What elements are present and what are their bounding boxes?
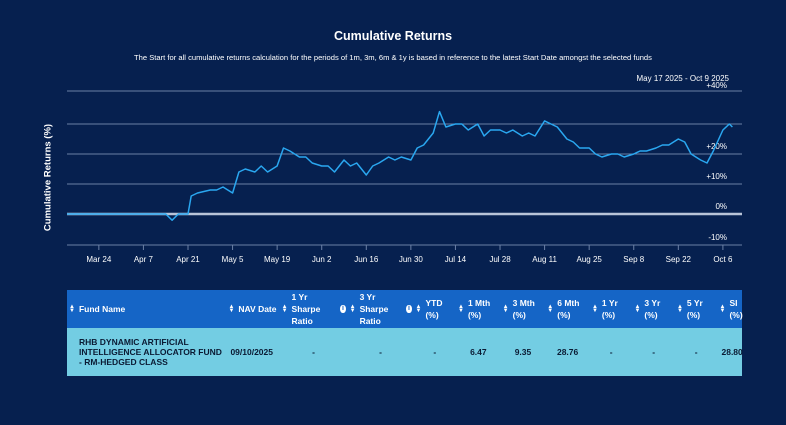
column-header[interactable]: ▲ ▼ SI (%) [717,290,743,328]
column-header[interactable]: ▲ ▼ 1 Mth (%) [456,290,501,328]
x-tick-label: Jun 2 [312,255,332,264]
column-header[interactable]: ▲ ▼ 6 Mth (%) [545,290,590,328]
5-year-cell: - [674,328,718,376]
column-header-label: 1 Yr (%) [601,298,618,320]
sort-icon[interactable]: ▲ ▼ [415,304,422,314]
ytd-cell: - [413,328,457,376]
column-header[interactable]: ▲ ▼ 3 Mth (%) [500,290,546,328]
info-icon[interactable]: i [406,305,412,313]
sort-icon[interactable]: ▲ ▼ [69,304,75,314]
column-header-label: 1 Mth (%) [467,298,491,320]
sort-icon[interactable]: ▲ ▼ [634,304,641,314]
column-header-label: 1 Yr Sharpe Ratio [291,292,321,326]
3-month-cell: 9.35 [500,328,546,376]
sort-icon[interactable]: ▲ ▼ [458,304,464,314]
1-month-cell: 6.47 [456,328,501,376]
column-header[interactable]: ▲ ▼ NAV Date [226,290,280,328]
column-header[interactable]: ▲ ▼ YTD (%) [413,290,457,328]
sort-icon[interactable]: ▲ ▼ [719,304,726,314]
fund-comparison-table: ▲ ▼ Fund Name ▲ ▼ NAV Date ▲ ▼ 1 Yr Sharpe Ratio… [67,290,743,376]
y-axis-label: Cumulative Returns (%) [42,123,54,232]
column-header-label: SI (%) [729,298,743,320]
y-tick-label: 0% [715,202,727,211]
x-tick-label: Jun 16 [354,255,379,264]
column-header[interactable]: ▲ ▼ 3 Yr (%) [632,290,675,328]
x-tick-label: Jun 30 [399,255,424,264]
sharpe-1y-cell: - [279,328,348,376]
column-header-label: NAV Date [238,304,277,314]
column-header-label: 5 Yr (%) [686,298,703,320]
x-tick-label: Jul 14 [445,255,467,264]
sharpe-3y-cell: - [347,328,414,376]
1-year-cell: - [589,328,633,376]
x-tick-label: Aug 25 [576,255,602,264]
series-line [67,110,733,221]
x-tick-label: Oct 6 [713,255,733,264]
column-header[interactable]: ▲ ▼ 1 Yr Sharpe Ratio i [279,290,348,328]
chart-title: Cumulative Returns [333,29,453,43]
x-tick-label: Apr 21 [176,255,200,264]
date-range-label: May 17 2025 - Oct 9 2025 [636,74,730,83]
nav-date-cell: 09/10/2025 [226,328,280,376]
table-header-row: ▲ ▼ Fund Name ▲ ▼ NAV Date ▲ ▼ 1 Yr Sharpe Ratio… [67,290,743,328]
sort-icon[interactable]: ▲ ▼ [228,304,235,314]
y-tick-label: +10% [706,172,727,181]
3-year-cell: - [632,328,675,376]
table-row[interactable]: RHB DYNAMIC ARTIFICIAL INTELLIGENCE ALLO… [67,328,743,376]
sort-icon[interactable]: ▲ ▼ [591,304,598,314]
y-tick-label: +20% [706,142,727,151]
column-header-label: 3 Yr (%) [644,298,661,320]
since-inception-cell: 28.80 [717,328,743,376]
x-tick-label: Sep 8 [623,255,644,264]
column-header-label: YTD (%) [425,298,443,320]
column-header[interactable]: ▲ ▼ 1 Yr (%) [589,290,633,328]
x-tick-label: Sep 22 [666,255,692,264]
x-tick-label: May 5 [222,255,244,264]
cumulative-returns-chart: +40% +20% +10% 0% -10% Mar 24 Apr 7 Apr 21 May … [67,81,742,264]
column-header[interactable]: ▲ ▼ 3 Yr Sharpe Ratio i [347,290,414,328]
y-tick-label: -10% [708,233,727,242]
6-month-cell: 28.76 [545,328,590,376]
x-tick-label: Jul 28 [489,255,511,264]
column-header-label: 3 Mth (%) [512,298,535,320]
sort-icon[interactable]: ▲ ▼ [547,304,554,314]
x-tick-label: Apr 7 [134,255,154,264]
sort-icon[interactable]: ▲ ▼ [349,304,356,314]
info-icon[interactable]: i [340,305,346,313]
sort-icon[interactable]: ▲ ▼ [676,304,683,314]
column-header[interactable]: ▲ ▼ 5 Yr (%) [674,290,718,328]
x-tick-label: Mar 24 [86,255,111,264]
column-header[interactable]: ▲ ▼ Fund Name [67,290,227,328]
column-header-label: Fund Name [78,304,126,314]
sort-icon[interactable]: ▲ ▼ [281,304,288,314]
column-header-label: 6 Mth (%) [557,298,580,320]
chart-subtitle: The Start for all cumulative returns cal… [134,53,652,62]
y-tick-label: +40% [706,81,727,90]
column-header-label: 3 Yr Sharpe Ratio [359,292,389,326]
x-tick-label: May 19 [264,255,291,264]
sort-icon[interactable]: ▲ ▼ [502,304,509,314]
x-tick-label: Aug 11 [532,255,557,264]
fund-name-cell[interactable]: RHB DYNAMIC ARTIFICIAL INTELLIGENCE ALLO… [67,328,227,376]
